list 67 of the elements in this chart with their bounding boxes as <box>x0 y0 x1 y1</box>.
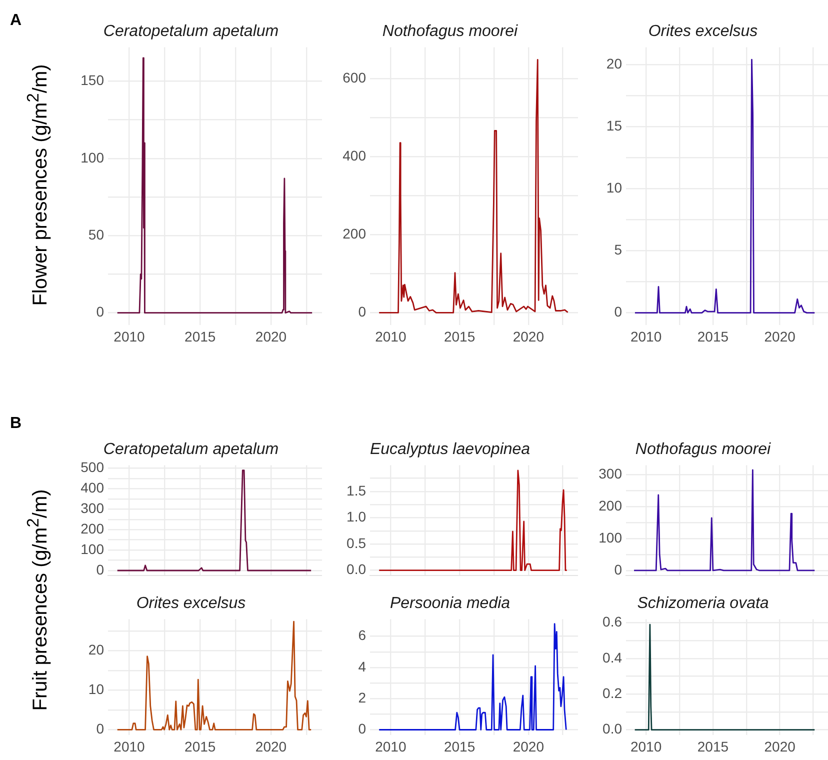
text: A <box>10 12 22 30</box>
y-tick-label: 6 <box>358 627 366 644</box>
chart-title: Orites excelsus <box>136 595 246 612</box>
x-tick-label: 2015 <box>444 738 476 754</box>
y-tick-label: 20 <box>606 55 622 72</box>
x-tick-label: 2015 <box>184 328 216 344</box>
y-tick-label: 1.5 <box>346 482 366 498</box>
x-tick-label: 2015 <box>444 328 476 344</box>
y-tick-label: 0 <box>96 304 104 320</box>
y-tick-label: 20 <box>88 642 104 658</box>
x-tick-label: 2015 <box>697 738 729 754</box>
y-tick-label: 10 <box>606 180 622 196</box>
chart-title: Ceratopetalum apetalum <box>103 441 279 458</box>
y-tick-label: 50 <box>88 226 104 242</box>
x-tick-label: 2015 <box>697 328 729 344</box>
chart-title: Orites excelsus <box>648 23 758 40</box>
x-tick-label: 2010 <box>630 328 662 344</box>
y-tick-label: 0.0 <box>602 720 622 737</box>
y-tick-label: 200 <box>80 520 104 536</box>
x-tick-label: 2010 <box>630 738 662 754</box>
y-tick-label: 500 <box>80 459 104 476</box>
y-tick-label: 5 <box>614 242 622 258</box>
y-tick-label: 10 <box>88 681 104 698</box>
x-tick-label: 2010 <box>375 738 406 754</box>
y-tick-label: 100 <box>80 149 104 166</box>
y-tick-label: 100 <box>80 540 104 557</box>
x-tick-label: 2020 <box>764 328 796 344</box>
chart-title: Nothofagus moorei <box>382 23 518 40</box>
y-tick-label: 0 <box>614 304 622 320</box>
y-tick-label: 0 <box>614 561 622 578</box>
y-tick-label: 1.0 <box>346 508 366 525</box>
x-tick-label: 2010 <box>375 328 406 344</box>
y-tick-label: 0.2 <box>602 685 622 702</box>
y-tick-label: 300 <box>598 465 622 482</box>
y-tick-label: 0 <box>96 561 104 578</box>
x-tick-label: 2020 <box>255 328 287 344</box>
x-tick-label: 2020 <box>255 738 287 754</box>
chart-title: Nothofagus moorei <box>635 441 772 458</box>
y-tick-label: 600 <box>342 69 366 86</box>
y-tick-label: 4 <box>358 658 366 674</box>
x-tick-label: 2020 <box>764 738 796 754</box>
y-tick-label: 0.4 <box>602 649 622 666</box>
x-tick-label: 2010 <box>114 328 146 344</box>
x-tick-label: 2020 <box>512 328 544 344</box>
y-tick-label: 0.6 <box>602 614 622 630</box>
x-tick-label: 2010 <box>114 738 146 754</box>
chart-title: Ceratopetalum apetalum <box>103 23 279 40</box>
y-tick-label: 0.5 <box>346 534 366 551</box>
chart-title: Eucalyptus laevopinea <box>370 441 530 458</box>
y-tick-label: 2 <box>358 689 366 706</box>
y-tick-label: 0 <box>358 720 366 737</box>
y-tick-label: 0.0 <box>346 561 366 578</box>
chart-title: Persoonia media <box>390 595 510 612</box>
y-tick-label: 400 <box>80 480 104 496</box>
text: B <box>10 415 22 433</box>
y-tick-label: 0 <box>96 720 104 737</box>
x-tick-label: 2020 <box>512 738 544 754</box>
y-tick-label: 300 <box>80 500 104 516</box>
y-tick-label: 200 <box>598 497 622 514</box>
y-tick-label: 15 <box>606 117 622 134</box>
y-tick-label: 400 <box>342 147 366 164</box>
y-tick-label: 0 <box>358 304 366 320</box>
y-tick-label: 200 <box>342 225 366 242</box>
x-tick-label: 2015 <box>184 738 216 754</box>
y-tick-label: 150 <box>80 72 104 88</box>
y-tick-label: 100 <box>598 529 622 546</box>
chart-title: Schizomeria ovata <box>637 595 769 612</box>
